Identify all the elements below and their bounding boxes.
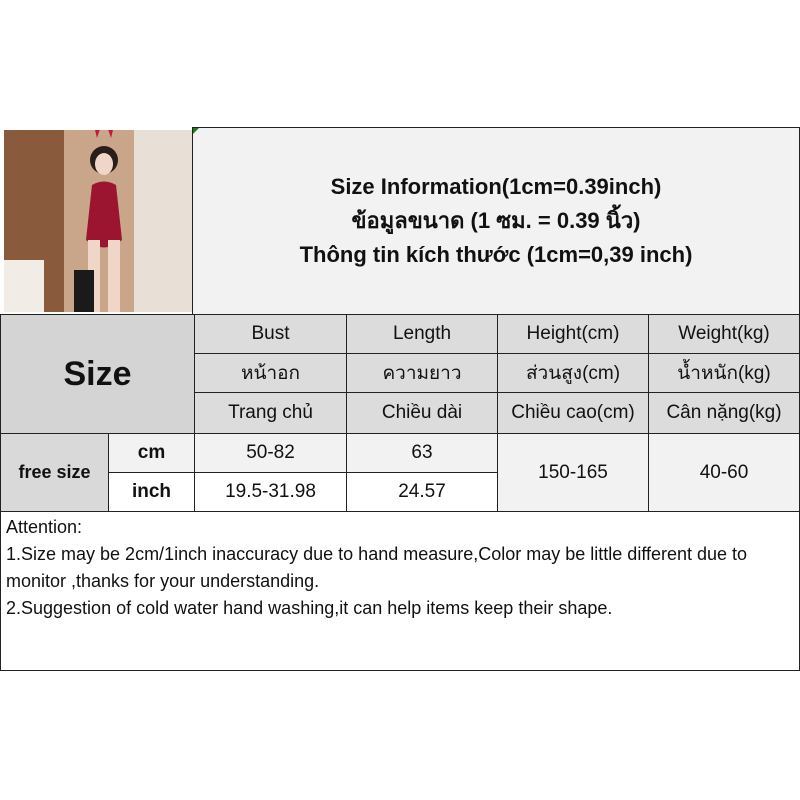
row-label-free-size: free size <box>0 433 109 512</box>
unit-cm: cm <box>108 433 195 473</box>
weight-value: 40-60 <box>648 433 800 512</box>
size-label: Size <box>0 314 195 434</box>
header-bust-vi: Trang chủ <box>194 392 347 434</box>
cell-marker <box>193 128 199 134</box>
header-height-vi: Chiều cao(cm) <box>497 392 649 434</box>
title-english: Size Information(1cm=0.39inch) <box>330 174 662 199</box>
header-weight-en: Weight(kg) <box>648 314 800 354</box>
header-weight-th: น้ำหนัก(kg) <box>648 353 800 393</box>
bust-inch-value: 19.5-31.98 <box>194 472 347 512</box>
header-length-vi: Chiều dài <box>346 392 498 434</box>
length-inch-value: 24.57 <box>346 472 498 512</box>
size-info-header: Size Information(1cm=0.39inch) ข้อมูลขนา… <box>192 127 800 315</box>
attention-notes: Attention: 1.Size may be 2cm/1inch inacc… <box>0 511 800 671</box>
product-photo <box>4 130 192 312</box>
header-height-th: ส่วนสูง(cm) <box>497 353 649 393</box>
title-vietnamese: Thông tin kích thước (1cm=0,39 inch) <box>299 242 693 267</box>
product-photo-image <box>4 130 192 312</box>
header-bust-en: Bust <box>194 314 347 354</box>
height-value: 150-165 <box>497 433 649 512</box>
attention-item: 1.Size may be 2cm/1inch inaccuracy due t… <box>6 544 748 591</box>
unit-inch: inch <box>108 472 195 512</box>
attention-item: 2.Suggestion of cold water hand washing,… <box>6 598 613 618</box>
attention-heading: Attention: <box>6 517 83 537</box>
header-length-en: Length <box>346 314 498 354</box>
header-height-en: Height(cm) <box>497 314 649 354</box>
title-thai: ข้อมูลขนาด (1 ซม. = 0.39 นิ้ว) <box>351 208 641 233</box>
bust-cm-value: 50-82 <box>194 433 347 473</box>
length-cm-value: 63 <box>346 433 498 473</box>
header-bust-th: หน้าอก <box>194 353 347 393</box>
header-length-th: ความยาว <box>346 353 498 393</box>
header-weight-vi: Cân nặng(kg) <box>648 392 800 434</box>
